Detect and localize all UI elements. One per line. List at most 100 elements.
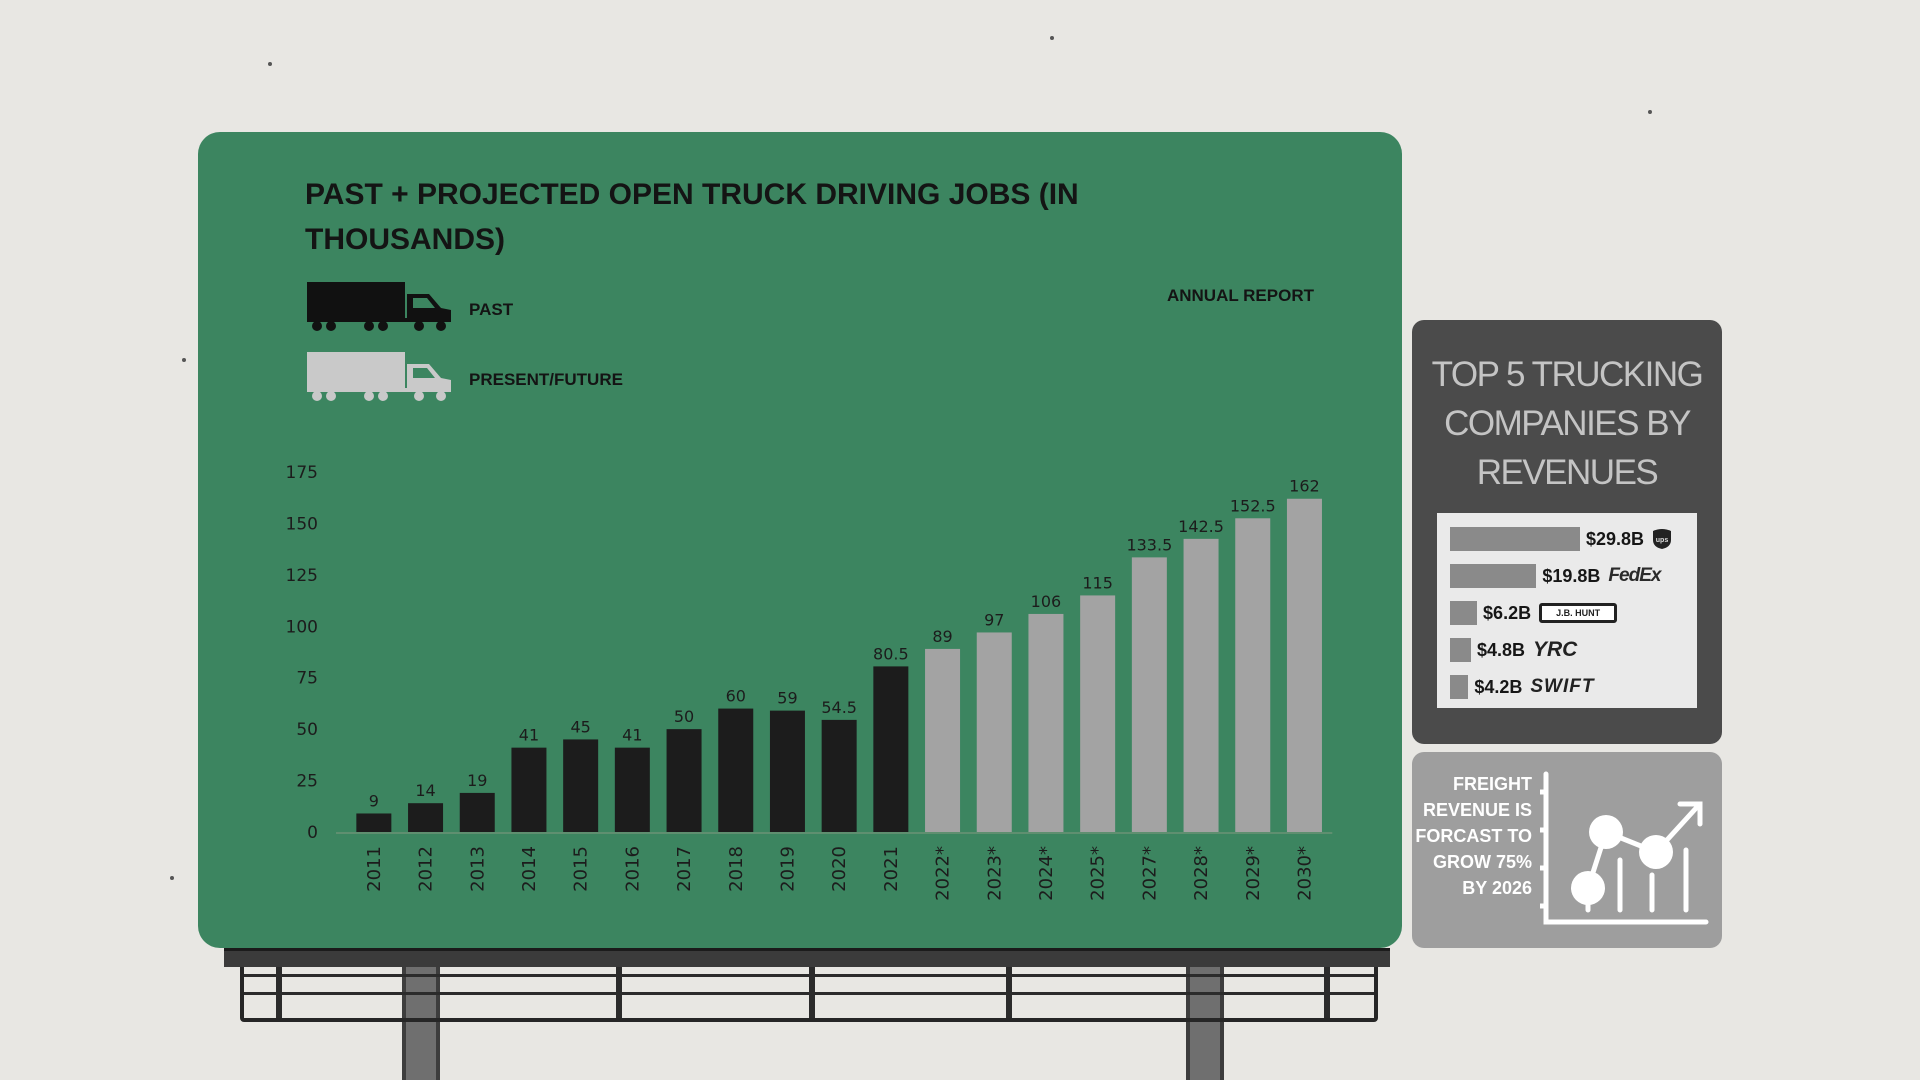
data-label: 41 [622, 726, 642, 745]
y-tick-label: 125 [286, 566, 318, 586]
y-tick-label: 0 [307, 823, 318, 843]
data-label: 45 [570, 717, 590, 736]
bar [408, 803, 444, 832]
bar [666, 729, 702, 832]
revenue-row-yrc: $4.8B YRC [1450, 638, 1577, 662]
revenue-bar [1450, 564, 1537, 588]
swift-logo: SWIFT [1530, 676, 1595, 697]
yrc-logo: YRC [1532, 638, 1578, 661]
x-tick-label: 2022* [933, 846, 954, 901]
revenue-row-swift: $4.2B SWIFT [1450, 675, 1594, 699]
background-speck [170, 876, 174, 880]
y-tick-label: 100 [286, 617, 318, 637]
x-tick-label: 2018 [726, 846, 747, 892]
bar [563, 739, 599, 832]
x-tick-label: 2012 [416, 846, 437, 892]
x-tick-label: 2019 [777, 846, 798, 892]
bar [925, 648, 961, 832]
bar [356, 813, 392, 832]
bar [459, 792, 495, 832]
x-tick-label: 2020 [829, 846, 850, 892]
bar [976, 632, 1012, 832]
billboard-frame-bottom [224, 948, 1390, 967]
data-label: 54.5 [821, 698, 857, 717]
bar [614, 747, 650, 832]
x-tick-label: 2014 [519, 846, 540, 892]
data-label: 60 [726, 687, 746, 706]
bar [511, 747, 547, 832]
x-tick-label: 2017 [674, 846, 695, 892]
background-speck [1050, 36, 1054, 40]
data-label: 133.5 [1126, 535, 1172, 554]
billboard-catwalk [240, 962, 1378, 1022]
revenue-bar [1450, 527, 1580, 551]
freight-growth-text: FREIGHT REVENUE IS FORCAST TO GROW 75% B… [1415, 774, 1532, 898]
x-tick-label: 2028* [1191, 846, 1212, 901]
data-label: 59 [777, 689, 797, 708]
revenue-value: $19.8B [1542, 565, 1601, 586]
fedex-logo: FedEx [1608, 565, 1661, 586]
truck-gray-icon [305, 350, 455, 409]
ups-logo-text: ups [1656, 537, 1669, 544]
jb-hunt-logo: J.B. HUNT [1539, 603, 1618, 623]
data-label: 97 [984, 610, 1004, 629]
catwalk-post [809, 966, 815, 1018]
legend-label-past: PAST [469, 299, 514, 319]
data-label: 19 [467, 771, 487, 790]
revenue-row-jbhunt: $6.2B J.B. HUNT [1450, 601, 1618, 625]
y-tick-label: 50 [296, 720, 318, 740]
revenue-list: $29.8B ups $19.8B FedEx $6.2B J.B. HUNT … [1437, 513, 1697, 708]
y-tick-label: 175 [286, 463, 318, 483]
data-label: 9 [369, 791, 379, 810]
bar [821, 719, 857, 832]
bar [1235, 518, 1271, 832]
chart-title: PAST + PROJECTED OPEN TRUCK DRIVING JOBS… [305, 178, 1079, 256]
data-label: 89 [932, 627, 952, 646]
data-label: 162 [1289, 477, 1320, 496]
growth-chart-icon [1537, 770, 1710, 935]
revenue-bar [1450, 675, 1469, 699]
bar-chart: 0 25 50 75 100 125 150 175 9 2011 14 2012 19 2013 41 20… [286, 463, 1333, 901]
revenue-value: $29.8B [1586, 528, 1645, 549]
data-label: 106 [1031, 592, 1062, 611]
billboard-chart-panel: PAST + PROJECTED OPEN TRUCK DRIVING JOBS… [198, 132, 1402, 948]
jb-hunt-logo-text: J.B. HUNT [1539, 603, 1618, 623]
background-speck [268, 62, 272, 66]
data-label: 142.5 [1178, 517, 1224, 536]
background-speck [1648, 110, 1652, 114]
legend-label-future: PRESENT/FUTURE [469, 369, 623, 389]
background-speck [182, 358, 186, 362]
bar [873, 666, 909, 832]
y-tick-label: 25 [296, 772, 318, 792]
bar [1286, 498, 1322, 832]
top-companies-title: TOP 5 TRUCKING COMPANIES BY REVENUES [1431, 355, 1704, 492]
truck-black-icon [305, 280, 455, 339]
bar [769, 710, 805, 832]
x-tick-label: 2016 [622, 846, 643, 892]
x-tick-label: 2024* [1036, 846, 1057, 901]
x-tick-label: 2013 [467, 846, 488, 892]
revenue-row-fedex: $19.8B FedEx [1450, 564, 1661, 588]
data-label: 50 [674, 707, 694, 726]
revenue-value: $4.8B [1476, 639, 1525, 660]
y-tick-label: 75 [296, 669, 318, 689]
data-label: 152.5 [1230, 496, 1276, 515]
bar [1028, 613, 1064, 832]
catwalk-post [1324, 966, 1330, 1018]
bar [718, 708, 754, 832]
x-tick-label: 2021 [881, 846, 902, 892]
y-tick-label: 150 [286, 514, 318, 534]
freight-growth-panel: FREIGHT REVENUE IS FORCAST TO GROW 75% B… [1412, 752, 1722, 948]
x-tick-label: 2015 [571, 846, 592, 892]
revenue-value: $4.2B [1474, 676, 1523, 697]
x-tick-label: 2030* [1294, 846, 1315, 901]
data-label: 14 [415, 781, 435, 800]
x-tick-label: 2025* [1088, 846, 1109, 901]
x-tick-label: 2023* [984, 846, 1005, 901]
data-label: 115 [1082, 573, 1113, 592]
x-tick-label: 2029* [1243, 846, 1264, 901]
bar [1080, 595, 1116, 832]
legend-item-future: PRESENT/FUTURE [305, 350, 623, 409]
annual-report-label: ANNUAL REPORT [1166, 286, 1314, 305]
catwalk-post [276, 966, 282, 1018]
